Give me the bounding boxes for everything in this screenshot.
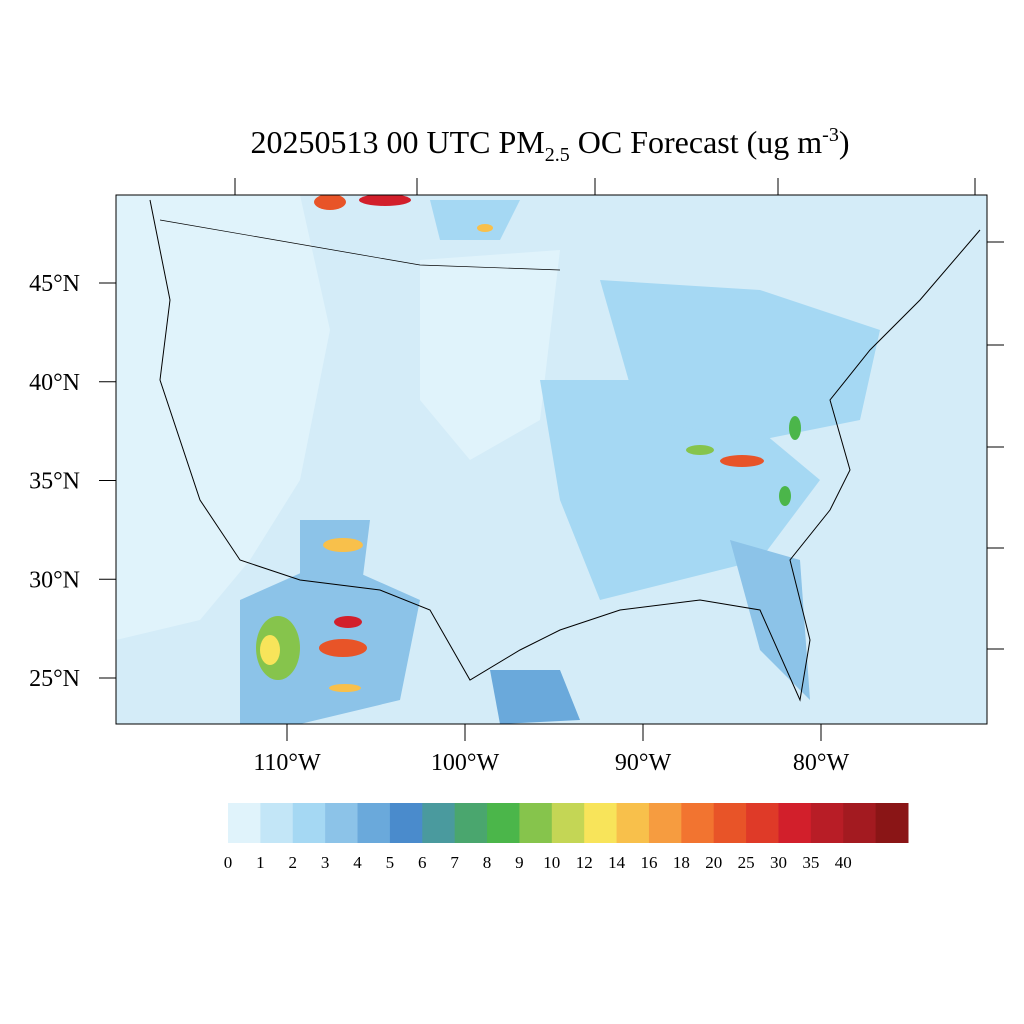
- level-label: 10: [543, 853, 560, 872]
- level-label: 8: [483, 853, 492, 872]
- color-box: [810, 803, 844, 843]
- level-label: 20: [705, 853, 722, 872]
- frame-ticks: [234, 178, 1004, 650]
- level-label: 12: [576, 853, 593, 872]
- level-label: 1: [256, 853, 265, 872]
- level-label: 35: [802, 853, 819, 872]
- level-label: 7: [450, 853, 459, 872]
- color-box: [389, 803, 423, 843]
- lat-label: 45°N: [29, 271, 80, 297]
- map-frame: [115, 194, 988, 725]
- level-label: 3: [321, 853, 330, 872]
- color-box: [519, 803, 553, 843]
- level-label: 2: [289, 853, 298, 872]
- level-label: 30: [770, 853, 787, 872]
- level-label: 9: [515, 853, 524, 872]
- color-box: [584, 803, 618, 843]
- title-end: ): [839, 124, 850, 160]
- color-box: [843, 803, 877, 843]
- lon-label: 90°W: [615, 750, 672, 776]
- color-box: [357, 803, 391, 843]
- title-middle: OC Forecast (ug m: [570, 124, 823, 160]
- level-label: 18: [673, 853, 690, 872]
- level-label: 14: [608, 853, 626, 872]
- color-box: [454, 803, 488, 843]
- color-box: [292, 803, 326, 843]
- color-box: [325, 803, 359, 843]
- lat-label: 40°N: [29, 370, 80, 396]
- lat-label: 30°N: [29, 567, 80, 593]
- color-box: [875, 803, 909, 843]
- level-label: 5: [386, 853, 395, 872]
- lon-label: 100°W: [431, 750, 500, 776]
- lon-label: 80°W: [793, 750, 850, 776]
- color-box: [778, 803, 812, 843]
- color-box: [713, 803, 747, 843]
- level-label: 40: [835, 853, 852, 872]
- colorbar: 01234567891012141618202530354045: [224, 803, 909, 872]
- color-box: [551, 803, 585, 843]
- level-label: 0: [224, 853, 233, 872]
- lon-label: 110°W: [253, 750, 321, 776]
- color-box: [746, 803, 779, 843]
- color-box: [260, 803, 294, 843]
- title-sub: 2.5: [545, 144, 570, 166]
- map-field: [116, 195, 987, 724]
- color-box: [681, 803, 715, 843]
- level-label: 16: [640, 853, 657, 872]
- color-box: [487, 803, 520, 843]
- title-sup: -3: [822, 124, 839, 146]
- color-box: [422, 803, 456, 843]
- level-label: 4: [353, 853, 362, 872]
- level-label: 6: [418, 853, 427, 872]
- color-box: [616, 803, 650, 843]
- title-main: 20250513 00 UTC PM: [251, 124, 545, 160]
- lat-label: 25°N: [29, 666, 80, 692]
- color-box: [648, 803, 682, 843]
- level-label: 25: [738, 853, 755, 872]
- color-box: [228, 803, 261, 843]
- title: 20250513 00 UTC PM2.5 OC Forecast (ug m-…: [251, 124, 850, 166]
- lat-label: 35°N: [29, 469, 80, 495]
- map-axes: 45°N 40°N 35°N 30°N 25°N 110°W 100°W 90°W 80°W: [29, 271, 849, 776]
